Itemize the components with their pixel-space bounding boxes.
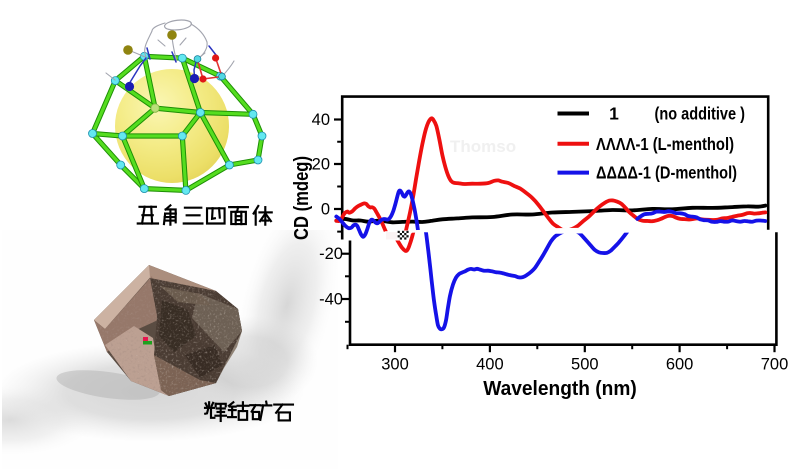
svg-text:500: 500: [571, 356, 599, 374]
svg-text:Wavelength (nm): Wavelength (nm): [483, 377, 637, 400]
svg-text:(no additive ): (no additive ): [655, 104, 746, 124]
svg-text:600: 600: [666, 356, 694, 374]
svg-text:40: 40: [312, 111, 330, 129]
svg-text:Thomso: Thomso: [450, 137, 516, 156]
svg-text:300: 300: [381, 356, 409, 374]
svg-text:20: 20: [312, 156, 330, 174]
svg-text:1: 1: [609, 104, 619, 124]
svg-text:CD (mdeg): CD (mdeg): [290, 156, 313, 240]
svg-text:0: 0: [321, 201, 330, 219]
svg-text:ΛΛΛΛ-1 (L-menthol): ΛΛΛΛ-1 (L-menthol): [596, 134, 734, 154]
svg-text:700: 700: [761, 356, 789, 374]
svg-text:-20: -20: [319, 245, 343, 263]
svg-text:ΔΔΔΔ-1 (D-menthol): ΔΔΔΔ-1 (D-menthol): [596, 163, 737, 183]
svg-text:-40: -40: [319, 291, 343, 309]
svg-text:400: 400: [476, 356, 504, 374]
